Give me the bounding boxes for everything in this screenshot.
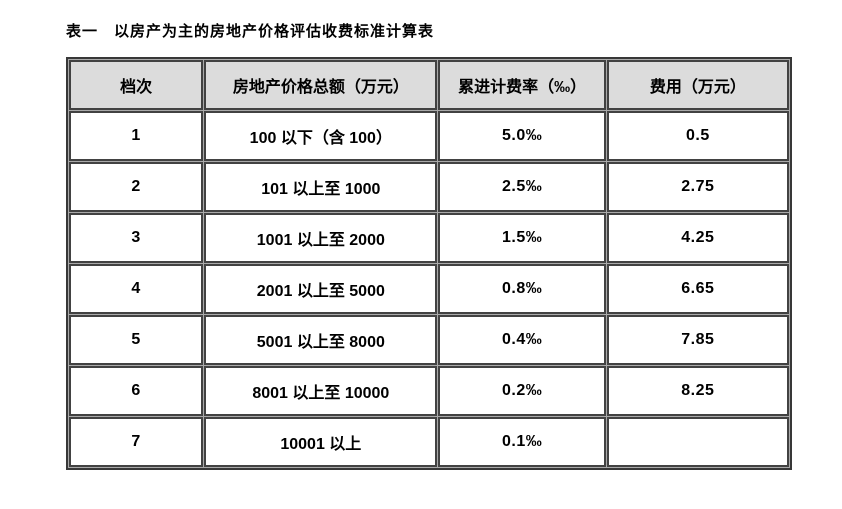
cell-tier: 4 xyxy=(69,264,204,314)
table-row: 2 101 以上至 1000 2.5‰ 2.75 xyxy=(69,162,789,212)
table-row: 7 10001 以上 0.1‰ xyxy=(69,417,789,467)
cell-tier: 5 xyxy=(69,315,204,365)
cell-rate: 2.5‰ xyxy=(438,162,606,212)
cell-rate: 0.4‰ xyxy=(438,315,606,365)
cell-fee xyxy=(606,417,789,467)
cell-fee: 0.5 xyxy=(606,111,789,161)
cell-price-range: 101 以上至 1000 xyxy=(204,162,438,212)
cell-tier: 1 xyxy=(69,111,204,161)
cell-price-range: 10001 以上 xyxy=(204,417,438,467)
cell-fee: 2.75 xyxy=(606,162,789,212)
col-header-price-total: 房地产价格总额（万元） xyxy=(204,60,438,110)
header-row: 档次 房地产价格总额（万元） 累进计费率（‰） 费用（万元） xyxy=(69,60,789,110)
cell-price-range: 5001 以上至 8000 xyxy=(204,315,438,365)
cell-fee: 7.85 xyxy=(606,315,789,365)
cell-rate: 0.8‰ xyxy=(438,264,606,314)
table-row: 5 5001 以上至 8000 0.4‰ 7.85 xyxy=(69,315,789,365)
cell-rate: 0.2‰ xyxy=(438,366,606,416)
cell-fee: 4.25 xyxy=(606,213,789,263)
cell-fee: 8.25 xyxy=(606,366,789,416)
col-header-progressive-rate: 累进计费率（‰） xyxy=(438,60,606,110)
cell-tier: 6 xyxy=(69,366,204,416)
cell-rate: 5.0‰ xyxy=(438,111,606,161)
cell-price-range: 2001 以上至 5000 xyxy=(204,264,438,314)
cell-fee: 6.65 xyxy=(606,264,789,314)
col-header-tier: 档次 xyxy=(69,60,204,110)
cell-price-range: 1001 以上至 2000 xyxy=(204,213,438,263)
table-row: 1 100 以下（含 100） 5.0‰ 0.5 xyxy=(69,111,789,161)
cell-tier: 3 xyxy=(69,213,204,263)
cell-rate: 1.5‰ xyxy=(438,213,606,263)
cell-tier: 2 xyxy=(69,162,204,212)
table-body: 1 100 以下（含 100） 5.0‰ 0.5 2 101 以上至 1000 … xyxy=(69,111,789,467)
table-row: 3 1001 以上至 2000 1.5‰ 4.25 xyxy=(69,213,789,263)
cell-price-range: 100 以下（含 100） xyxy=(204,111,438,161)
table-caption: 表一 以房产为主的房地产价格评估收费标准计算表 xyxy=(66,23,435,40)
cell-rate: 0.1‰ xyxy=(438,417,606,467)
cell-tier: 7 xyxy=(69,417,204,467)
table-row: 6 8001 以上至 10000 0.2‰ 8.25 xyxy=(69,366,789,416)
fee-standard-table: 档次 房地产价格总额（万元） 累进计费率（‰） 费用（万元） 1 100 以下（… xyxy=(66,57,792,470)
col-header-fee: 费用（万元） xyxy=(606,60,789,110)
cell-price-range: 8001 以上至 10000 xyxy=(204,366,438,416)
table-row: 4 2001 以上至 5000 0.8‰ 6.65 xyxy=(69,264,789,314)
